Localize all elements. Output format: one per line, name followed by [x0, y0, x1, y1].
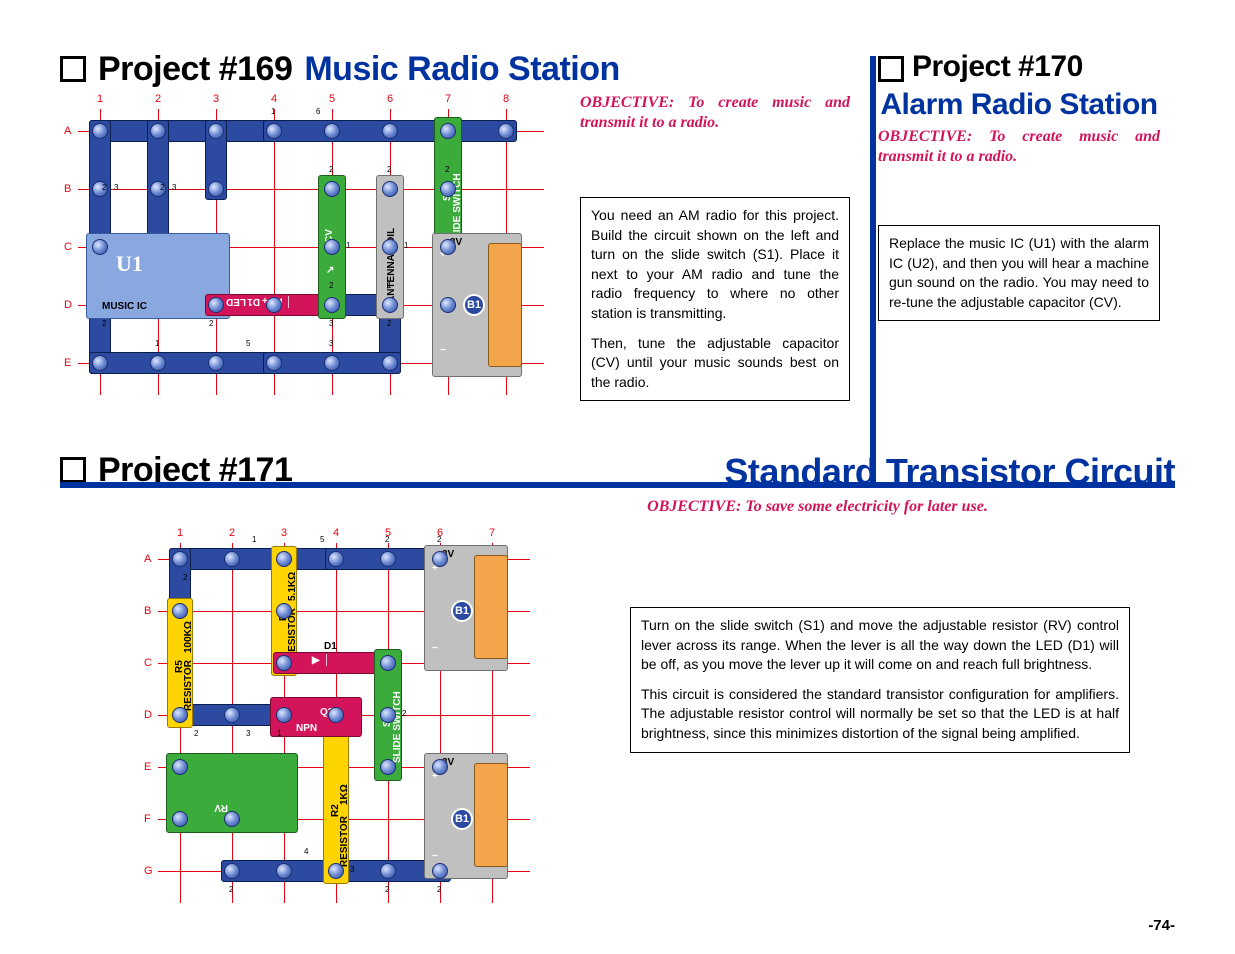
checkbox-171[interactable] — [60, 457, 86, 483]
objective-170: OBJECTIVE: To create music and transmit … — [878, 127, 1160, 167]
instructions-171-p2: This circuit is considered the standard … — [641, 685, 1119, 744]
instructions-170-p1: Replace the music IC (U1) with the alarm… — [889, 234, 1149, 312]
title-row-170: Project #170 — [878, 50, 1160, 84]
instructions-171-p1: Turn on the slide switch (S1) and move t… — [641, 616, 1119, 675]
instructions-169: You need an AM radio for this project. B… — [580, 197, 850, 401]
top-section: Project #169 Music Radio Station ABCDE12… — [60, 50, 1175, 423]
project-169: Project #169 Music Radio Station ABCDE12… — [60, 50, 860, 423]
project-number-169: Project #169 — [98, 50, 292, 89]
circuit-diagram-169: ABCDE12345678U1MUSIC ICD1LED◀│+CV↗ANTENN… — [60, 93, 562, 423]
checkbox-170[interactable] — [878, 56, 904, 82]
project-170: Project #170 Alarm Radio Station OBJECTI… — [860, 50, 1160, 423]
project-title-170: Alarm Radio Station — [878, 88, 1160, 121]
instructions-169-p2: Then, tune the adjustable capacitor (CV)… — [591, 334, 839, 393]
circuit-diagram-171: ABCDEFG1234567R5RESISTOR100KΩR3RESISTOR5… — [140, 527, 570, 927]
instructions-169-p1: You need an AM radio for this project. B… — [591, 206, 839, 324]
instructions-170: Replace the music IC (U1) with the alarm… — [878, 225, 1160, 321]
checkbox-169[interactable] — [60, 56, 86, 82]
objective-171: OBJECTIVE: To save some electricity for … — [460, 497, 1175, 517]
project-title-169: Music Radio Station — [304, 50, 619, 89]
objective-169: OBJECTIVE: To create music and transmit … — [580, 93, 850, 133]
vertical-divider — [870, 56, 876, 488]
horizontal-divider — [60, 482, 1175, 488]
page-number: -74- — [1148, 917, 1175, 934]
title-row-169: Project #169 Music Radio Station — [60, 50, 850, 89]
project-171: Project #171 Standard Transistor Circuit… — [60, 423, 1175, 927]
instructions-171: Turn on the slide switch (S1) and move t… — [630, 607, 1130, 753]
project-number-170: Project #170 — [912, 50, 1083, 84]
